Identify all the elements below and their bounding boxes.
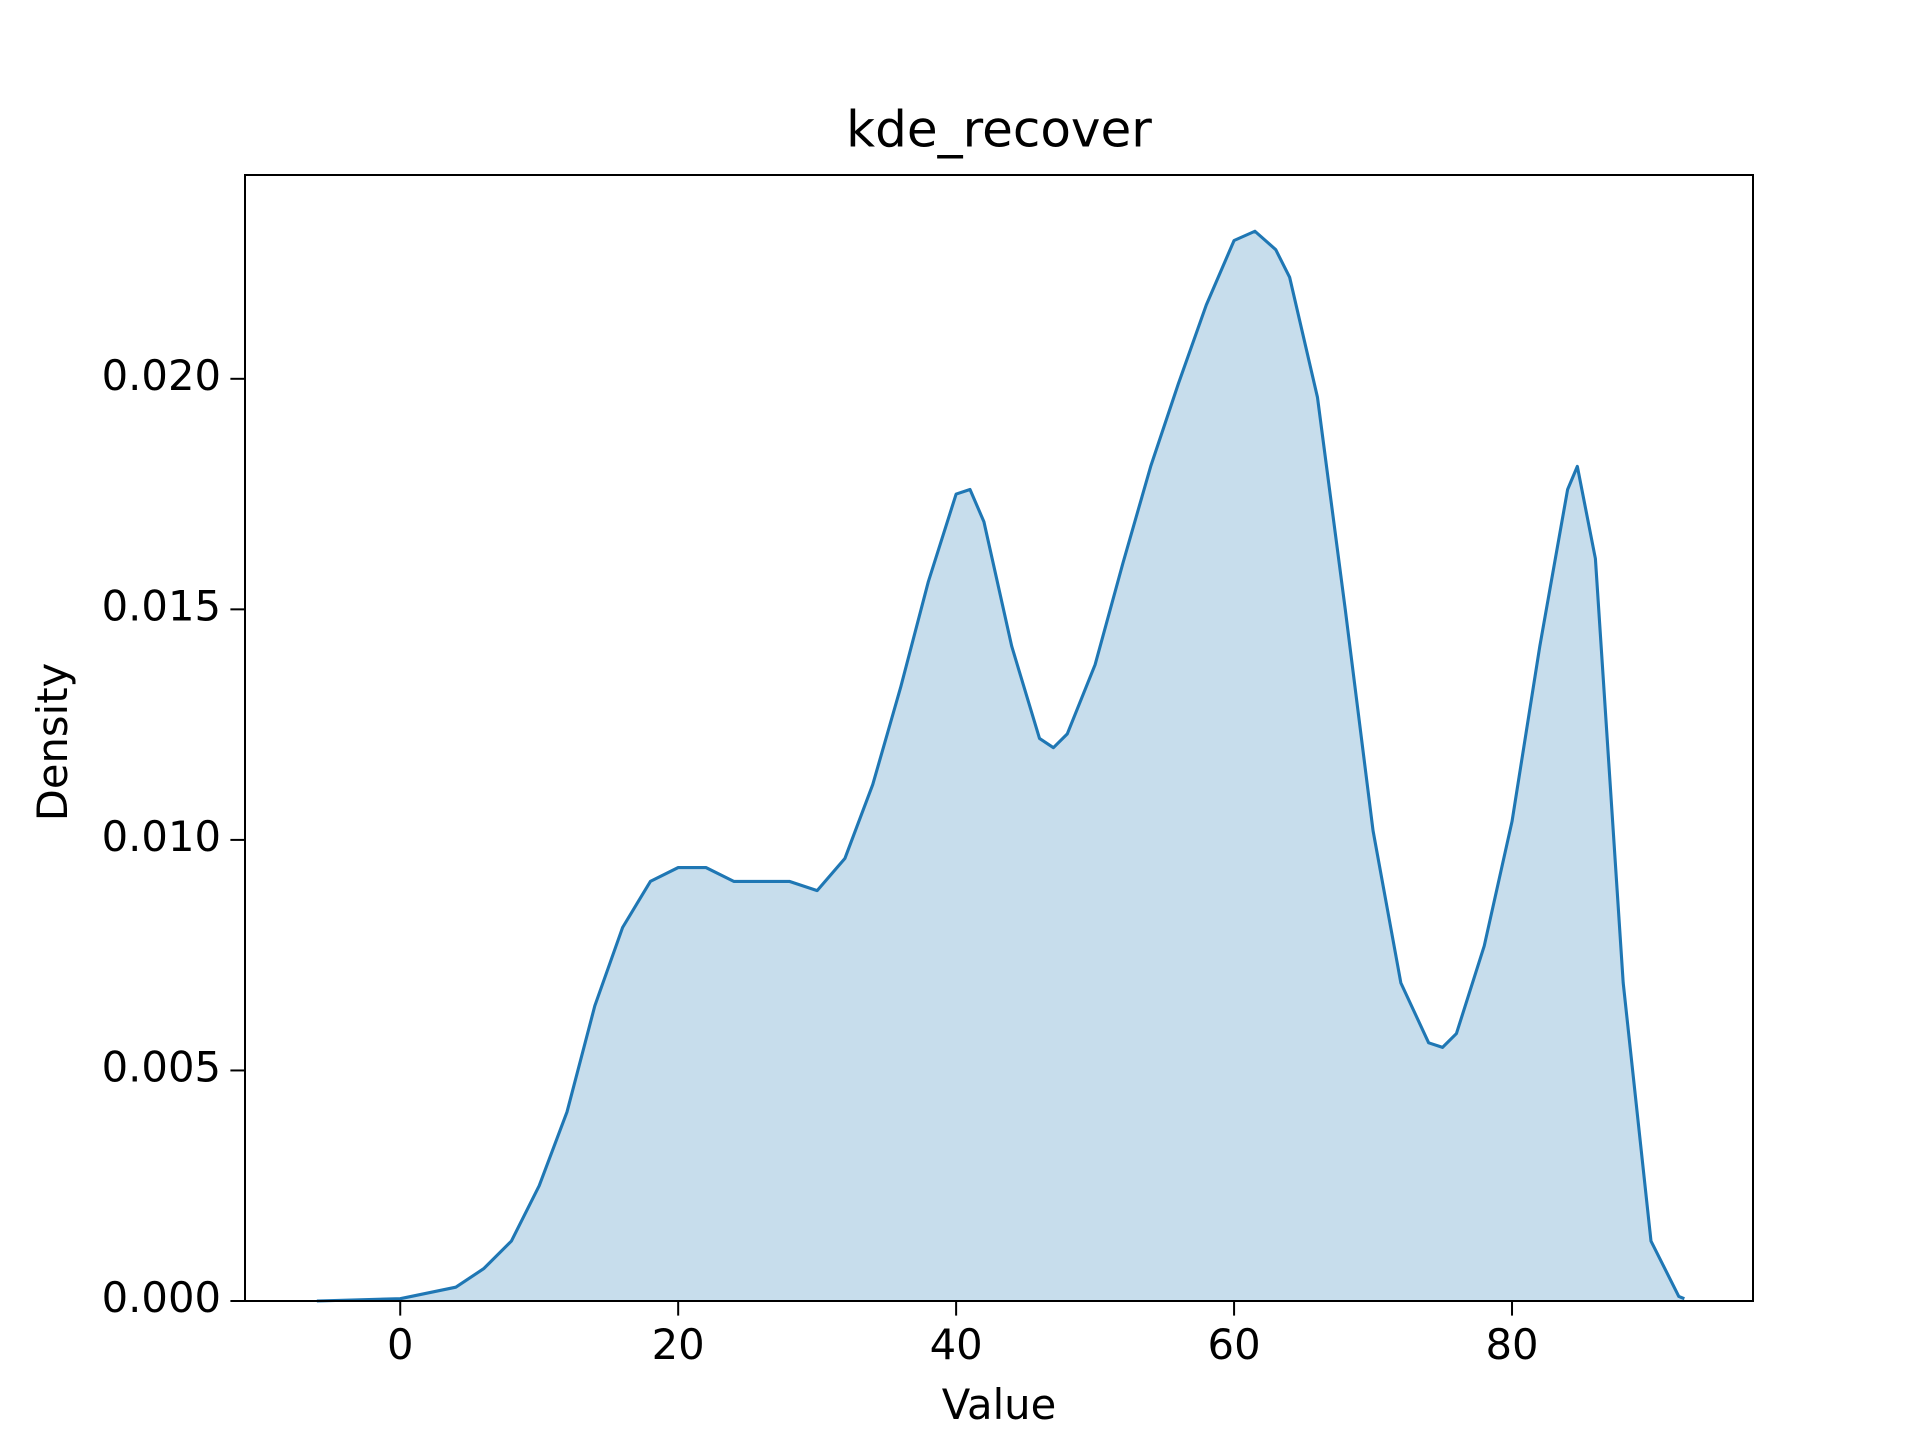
- y-axis-label: Density: [28, 663, 77, 822]
- x-tick-label: 20: [652, 1320, 705, 1369]
- y-tick-label: 0.010: [102, 812, 221, 861]
- y-tick-label: 0.015: [102, 581, 221, 630]
- chart-title: kde_recover: [846, 101, 1152, 159]
- y-tick-label: 0.005: [102, 1042, 221, 1091]
- x-tick-label: 0: [387, 1320, 414, 1369]
- x-tick-label: 80: [1485, 1320, 1538, 1369]
- x-axis-label: Value: [942, 1380, 1056, 1429]
- kde-line: [316, 229, 1685, 1303]
- x-tick-label: 60: [1208, 1320, 1261, 1369]
- y-tick-label: 0.020: [102, 351, 221, 400]
- y-tick-label: 0.000: [102, 1273, 221, 1322]
- plot-frame: [244, 174, 1754, 1302]
- kde-area: [316, 231, 1685, 1301]
- x-tick-label: 40: [930, 1320, 983, 1369]
